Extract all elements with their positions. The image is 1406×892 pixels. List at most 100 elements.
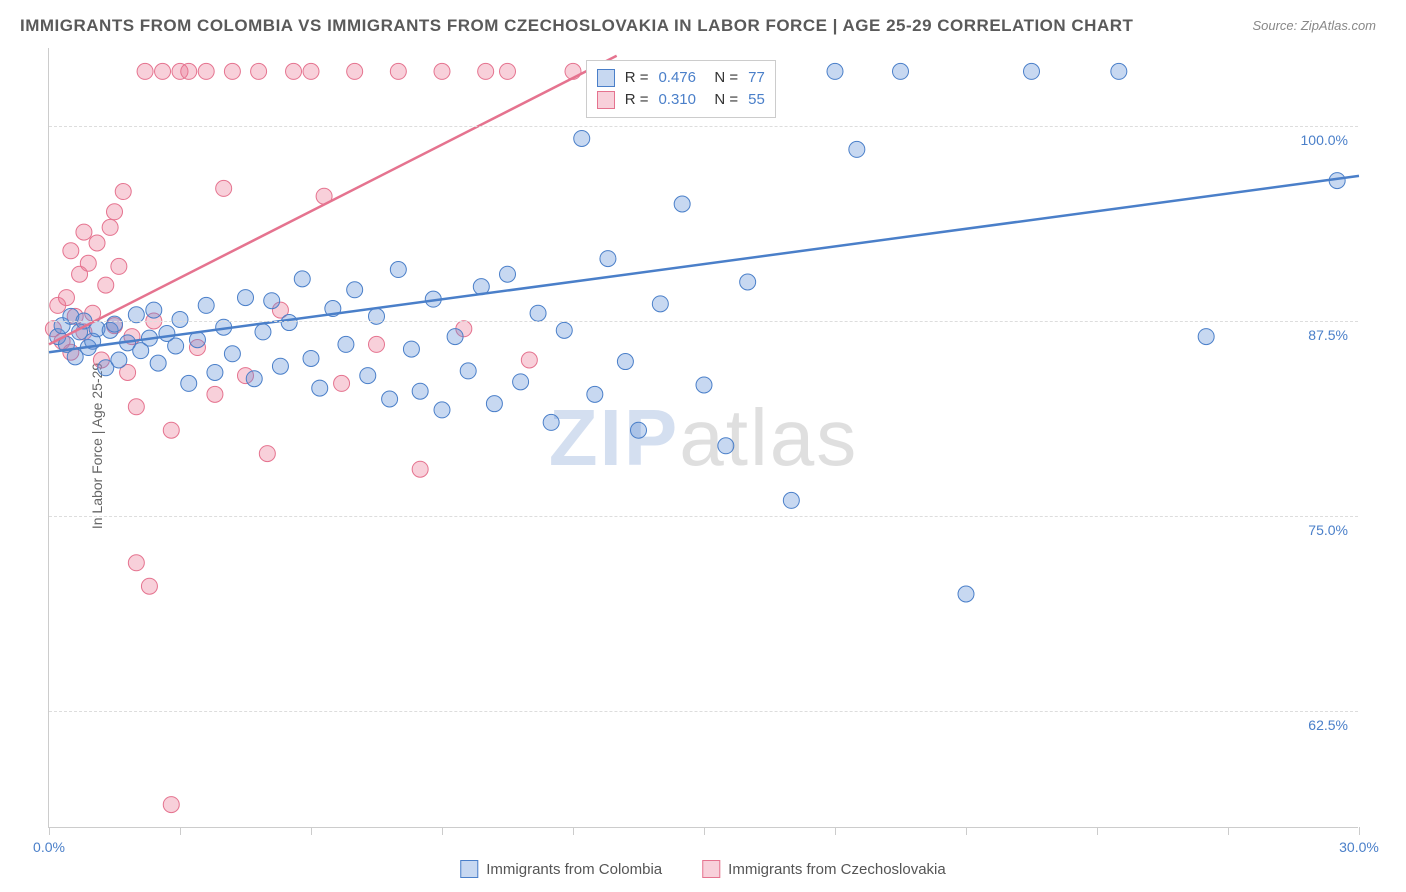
scatter-point [115, 184, 131, 200]
scatter-point [80, 255, 96, 271]
scatter-point [556, 322, 572, 338]
scatter-point [303, 63, 319, 79]
stats-n-czech: 55 [748, 91, 765, 108]
scatter-point [543, 414, 559, 430]
y-tick-label: 100.0% [1301, 132, 1348, 148]
scatter-point [259, 446, 275, 462]
scatter-point [500, 63, 516, 79]
scatter-point [155, 63, 171, 79]
stats-r-label: R = [625, 69, 649, 86]
scatter-point [360, 368, 376, 384]
x-tick [573, 827, 574, 835]
x-tick [311, 827, 312, 835]
x-tick [966, 827, 967, 835]
scatter-point [1198, 329, 1214, 345]
scatter-point [198, 63, 214, 79]
stats-r-colombia: 0.476 [658, 69, 696, 86]
scatter-point [272, 358, 288, 374]
scatter-point [198, 297, 214, 313]
scatter-point [251, 63, 267, 79]
scatter-point [849, 141, 865, 157]
scatter-point [146, 302, 162, 318]
scatter-point [224, 346, 240, 362]
scatter-point [460, 363, 476, 379]
scatter-point [600, 251, 616, 267]
scatter-point [224, 63, 240, 79]
scatter-point [447, 329, 463, 345]
scatter-point [338, 336, 354, 352]
scatter-point [128, 399, 144, 415]
scatter-point [1111, 63, 1127, 79]
stats-swatch-colombia [597, 69, 615, 87]
legend-item-colombia: Immigrants from Colombia [460, 860, 662, 878]
scatter-point [98, 277, 114, 293]
scatter-point [181, 63, 197, 79]
scatter-point [412, 383, 428, 399]
scatter-point [696, 377, 712, 393]
scatter-point [631, 422, 647, 438]
scatter-point [107, 316, 123, 332]
scatter-point [521, 352, 537, 368]
scatter-point [163, 797, 179, 813]
scatter-point [128, 555, 144, 571]
scatter-point [76, 224, 92, 240]
scatter-point [107, 204, 123, 220]
y-tick-label: 87.5% [1308, 327, 1348, 343]
scatter-point [1024, 63, 1040, 79]
scatter-point [674, 196, 690, 212]
scatter-point [111, 352, 127, 368]
scatter-point [369, 336, 385, 352]
x-tick-label: 0.0% [33, 839, 65, 855]
scatter-point [587, 386, 603, 402]
stats-r-czech: 0.310 [658, 91, 696, 108]
x-tick [1228, 827, 1229, 835]
scatter-point [347, 282, 363, 298]
scatter-point [58, 290, 74, 306]
scatter-point [163, 422, 179, 438]
x-tick [49, 827, 50, 835]
x-tick [1359, 827, 1360, 835]
scatter-point [486, 396, 502, 412]
scatter-point [168, 338, 184, 354]
legend-label-colombia: Immigrants from Colombia [486, 861, 662, 878]
scatter-point [827, 63, 843, 79]
scatter-point [255, 324, 271, 340]
scatter-point [893, 63, 909, 79]
x-tick [180, 827, 181, 835]
scatter-point [958, 586, 974, 602]
stats-n-label: N = [706, 69, 738, 86]
scatter-point [530, 305, 546, 321]
scatter-point [181, 375, 197, 391]
scatter-point [150, 355, 166, 371]
scatter-point [652, 296, 668, 312]
stats-row-colombia: R = 0.476 N = 77 [597, 67, 765, 89]
gridline-h [49, 711, 1358, 712]
chart-title: IMMIGRANTS FROM COLOMBIA VS IMMIGRANTS F… [20, 16, 1133, 36]
scatter-point [63, 243, 79, 259]
scatter-point [102, 219, 118, 235]
scatter-point [207, 386, 223, 402]
scatter-point [478, 63, 494, 79]
y-tick-label: 75.0% [1308, 522, 1348, 538]
x-tick [704, 827, 705, 835]
plot-area: ZIPatlas R = 0.476 N = 77 R = 0.310 N = … [48, 48, 1358, 828]
scatter-point [434, 402, 450, 418]
scatter-point [141, 578, 157, 594]
scatter-point [500, 266, 516, 282]
scatter-point [513, 374, 529, 390]
scatter-point [334, 375, 350, 391]
stats-r-label2: R = [625, 91, 649, 108]
scatter-point [403, 341, 419, 357]
scatter-point [238, 290, 254, 306]
scatter-point [312, 380, 328, 396]
legend-item-czech: Immigrants from Czechoslovakia [702, 860, 946, 878]
scatter-point [286, 63, 302, 79]
scatter-point [207, 364, 223, 380]
scatter-point [434, 63, 450, 79]
scatter-point [264, 293, 280, 309]
y-tick-label: 62.5% [1308, 717, 1348, 733]
scatter-point [412, 461, 428, 477]
legend-swatch-czech [702, 860, 720, 878]
legend-label-czech: Immigrants from Czechoslovakia [728, 861, 946, 878]
gridline-h [49, 516, 1358, 517]
